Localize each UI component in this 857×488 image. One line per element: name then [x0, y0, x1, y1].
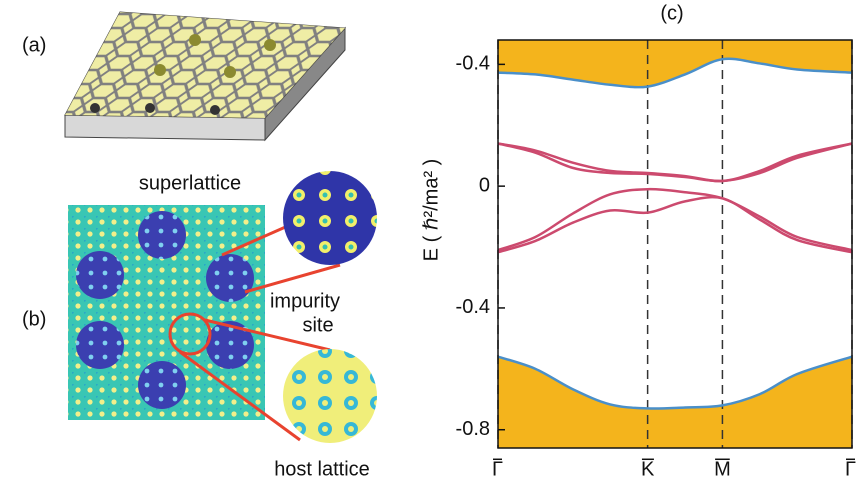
chart-title: (c) [660, 2, 683, 24]
band-fill [498, 40, 852, 88]
band-line [497, 195, 853, 254]
annotation: superlattice [139, 172, 241, 194]
annotation: host lattice [274, 458, 370, 480]
panel-label: (b) [22, 308, 46, 330]
panel-b-drawing [68, 171, 377, 443]
annotation: site [302, 314, 333, 336]
x-tick-label: M [714, 458, 731, 480]
band-line [497, 187, 853, 252]
band-fill [498, 356, 852, 448]
band-line [497, 142, 853, 183]
y-axis-label: E ( ℏ²/ma² ) [420, 159, 442, 262]
annotation: impurity [270, 290, 340, 312]
x-tick-label: Γ [845, 458, 856, 480]
panel-label: (a) [22, 34, 46, 56]
x-tick-label: Γ [492, 458, 503, 480]
band-line [497, 355, 853, 410]
band-line [497, 57, 853, 89]
plot-frame [497, 39, 853, 449]
y-tick-label: 0 [479, 174, 490, 196]
y-tick-label: -0.8 [456, 418, 490, 440]
x-tick-label: K [641, 458, 655, 480]
y-tick-label: -0.4 [456, 296, 490, 318]
panel-a-drawing [64, 11, 347, 142]
y-tick-label: -0.4 [456, 53, 490, 75]
